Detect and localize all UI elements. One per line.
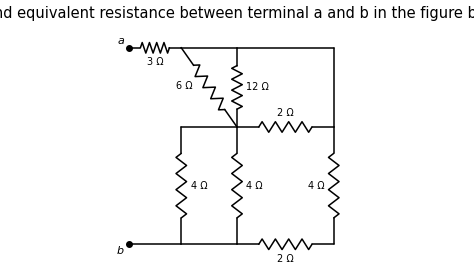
Text: 2 Ω: 2 Ω bbox=[277, 254, 294, 264]
Text: 6 Ω: 6 Ω bbox=[176, 81, 193, 91]
Text: 4 Ω: 4 Ω bbox=[308, 180, 324, 191]
Text: 2 Ω: 2 Ω bbox=[277, 108, 294, 117]
Text: b: b bbox=[117, 246, 124, 256]
Text: 3 Ω: 3 Ω bbox=[146, 57, 163, 67]
Text: 12 Ω: 12 Ω bbox=[246, 83, 269, 92]
Text: a: a bbox=[117, 36, 124, 46]
Text: 4 Ω: 4 Ω bbox=[246, 180, 263, 191]
Text: 1. Find equivalent resistance between terminal a and b in the figure below: 1. Find equivalent resistance between te… bbox=[0, 6, 474, 21]
Text: 4 Ω: 4 Ω bbox=[191, 180, 207, 191]
